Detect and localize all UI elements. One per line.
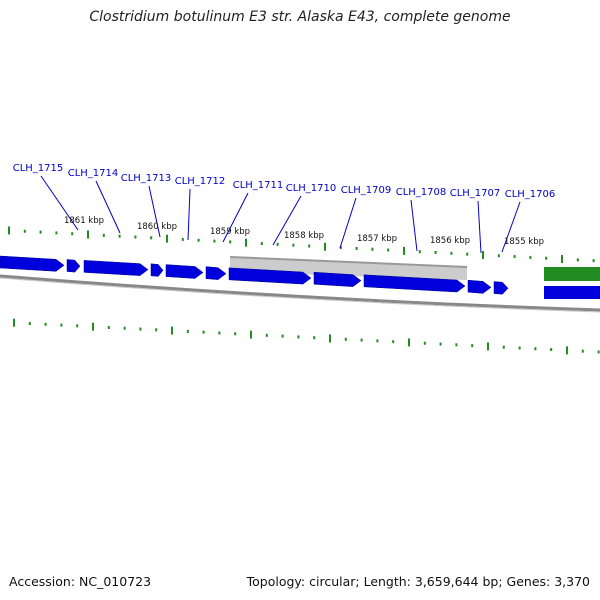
gene-leader [410,199,418,252]
cds-arrow [228,267,312,285]
gene-labels: CLH_1715 CLH_1714 CLH_1713 CLH_1712 CLH_1711… [13,163,556,200]
cds-arrow [150,263,164,277]
gene-leader [148,185,161,238]
gene-label: CLH_1709 [341,185,392,196]
cds-arrow [165,264,204,279]
cds-arrow [0,255,65,272]
rna-feature [544,267,600,281]
gene-leader [272,195,302,246]
kbp-label: 1855 kbp [504,237,544,247]
kbp-label: 1861 kbp [64,216,104,226]
gene-features[interactable] [0,255,600,299]
genome-stats-text: Topology: circular; Length: 3,659,644 bp… [246,574,590,589]
cds-arrow [83,260,149,276]
genome-backbone [0,274,600,313]
gene-label: CLH_1708 [396,187,447,198]
gene-leader [501,201,521,253]
gene-label: CLH_1714 [68,168,119,179]
gene-leader [339,197,357,249]
kbp-label: 1860 kbp [137,222,177,232]
scale-labels: 1861 kbp 1860 kbp 1859 kbp 1858 kbp 1857 kbp… [64,216,544,247]
gene-label: CLH_1711 [233,180,284,191]
cds-arrow [66,259,81,273]
kbp-label: 1859 kbp [210,227,250,237]
backbone-line [0,274,600,312]
cds-arrow [467,279,492,294]
gene-label: CLH_1707 [450,188,501,199]
gene-leader [95,180,121,234]
region-highlight [229,256,468,280]
genome-title: Clostridium botulinum E3 str. Alaska E43… [89,9,511,25]
cds-arrow [363,274,466,293]
scale-ticks [8,226,600,355]
gene-leader [40,175,79,231]
gene-label: CLH_1713 [121,173,172,184]
gene-label: CLH_1706 [505,189,556,200]
cds-arrow [493,281,509,295]
gene-label: CLH_1715 [13,163,64,174]
cds-feature-edge [544,286,600,299]
highlight-edge [229,256,468,268]
gene-label: CLH_1712 [175,176,226,187]
gene-leader [477,200,482,254]
kbp-label: 1857 kbp [357,234,397,244]
gene-leader [222,192,249,243]
accession-text: Accession: NC_010723 [9,574,152,589]
gene-leader [187,188,191,241]
gene-label-leaders [40,175,521,254]
cds-arrow [205,266,227,280]
kbp-label: 1856 kbp [430,236,470,246]
cds-arrow [313,271,362,287]
highlight-band [230,257,467,280]
backbone-shadow [0,277,600,313]
kbp-label: 1858 kbp [284,231,324,241]
gene-label: CLH_1710 [286,183,337,194]
